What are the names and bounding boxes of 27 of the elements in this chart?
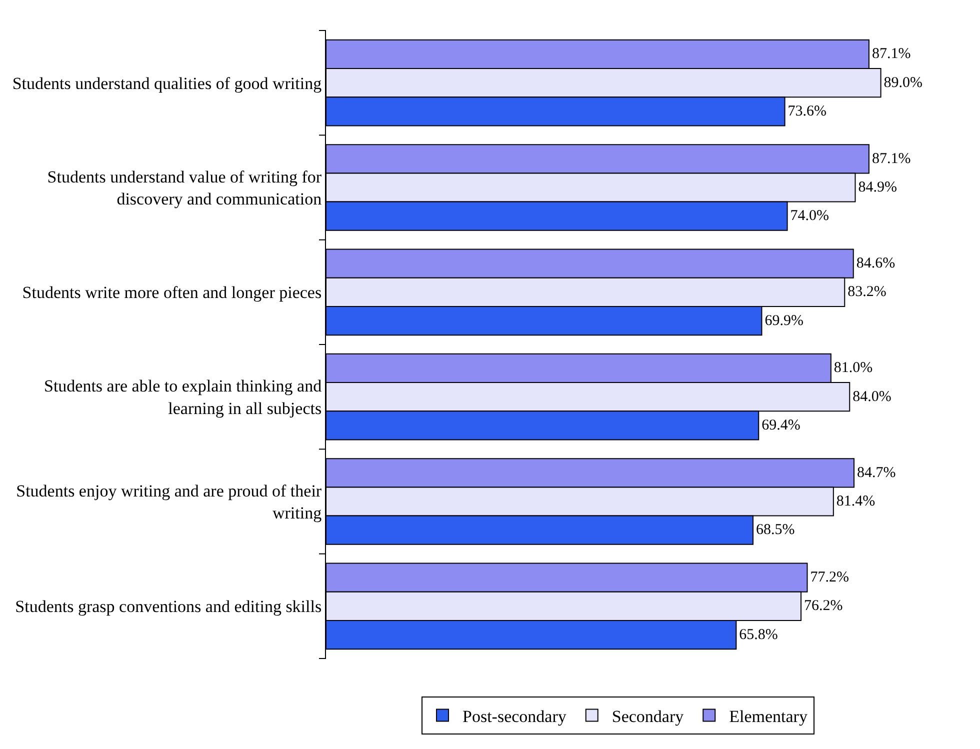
- y-tick-label: Students understand qualities of good writing: [12, 74, 322, 93]
- y-tick-label: Students write more often and longer pieces: [22, 283, 322, 302]
- legend-label: Elementary: [729, 706, 808, 726]
- legend-label: Secondary: [612, 706, 684, 726]
- y-tick-label: Students enjoy writing and are proud of their writing: [16, 481, 322, 522]
- data-label: 84.9%: [858, 180, 897, 196]
- data-label: 87.1%: [872, 46, 911, 62]
- legend-label: Post-secondary: [462, 706, 567, 726]
- data-label: 89.0%: [884, 74, 923, 91]
- data-label: 87.1%: [872, 150, 911, 167]
- data-label: 65.8%: [739, 626, 778, 643]
- data-label: 81.4%: [836, 494, 876, 510]
- data-label: 76.2%: [804, 598, 843, 614]
- y-tick-label: Students are able to explain thinking and learning in all subjects: [44, 376, 322, 418]
- data-label: 81.0%: [834, 360, 873, 376]
- data-label: 84.0%: [852, 388, 892, 405]
- data-label: 74.0%: [790, 208, 830, 224]
- y-tick-label: Students grasp conventions and editing skills: [15, 597, 322, 616]
- data-label: 84.6%: [856, 256, 896, 272]
- data-label: 68.5%: [756, 522, 795, 538]
- data-label: 84.7%: [857, 464, 896, 481]
- data-label: 69.9%: [764, 312, 804, 329]
- data-label: 73.6%: [788, 103, 827, 120]
- y-tick-label: Students understand value of writing for discovery and communication: [47, 167, 322, 208]
- data-label: 69.4%: [762, 417, 800, 434]
- data-label: 77.2%: [810, 570, 849, 586]
- data-label: 83.2%: [848, 284, 886, 300]
